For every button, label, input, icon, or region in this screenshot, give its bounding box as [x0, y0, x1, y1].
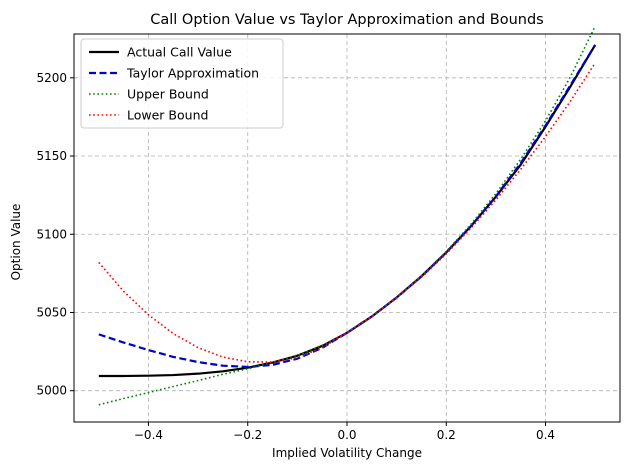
legend-box	[80, 38, 284, 129]
y-tick-label: 5100	[36, 227, 67, 241]
x-tick-label: −0.2	[233, 428, 262, 442]
series-line-upper-bound	[98, 25, 596, 406]
legend: Actual Call Value Taylor Approximation Upp…	[80, 38, 284, 129]
x-axis-label: Implied Volatility Change	[272, 446, 422, 460]
y-tick-label: 5050	[36, 305, 67, 319]
y-tick-label: 5200	[36, 71, 67, 85]
chart-title: Call Option Value vs Taylor Approximatio…	[150, 12, 544, 28]
y-tick-label: 5000	[36, 384, 67, 398]
legend-label-taylor-approximation: Taylor Approximation	[126, 66, 259, 81]
y-tick-label: 5150	[36, 149, 67, 163]
legend-label-lower-bound: Lower Bound	[127, 108, 208, 123]
series-line-taylor-approximation	[98, 44, 597, 369]
legend-label-actual-call-value: Actual Call Value	[127, 45, 232, 60]
x-tick-label: 0.0	[337, 428, 356, 442]
x-tick-label: 0.4	[536, 428, 555, 442]
y-axis-label: Option Value	[9, 204, 23, 281]
x-tick-label: 0.2	[437, 428, 456, 442]
legend-label-upper-bound: Upper Bound	[127, 87, 209, 102]
x-tick-label: −0.4	[134, 428, 163, 442]
series-lines	[98, 25, 597, 406]
grid	[74, 34, 620, 422]
axis-ticks: −0.4 −0.2 0.0 0.2 0.4 5000 5050 5100 5150 5200	[36, 71, 555, 442]
